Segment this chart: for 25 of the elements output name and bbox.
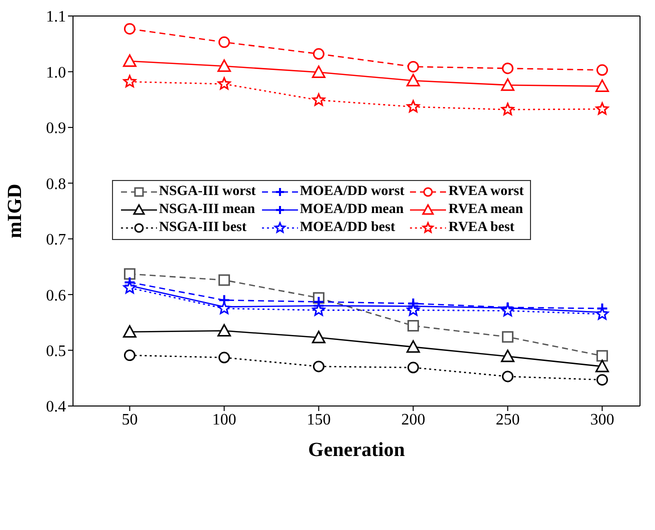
y-tick-label: 1.0	[46, 64, 66, 82]
y-tick-label: 0.9	[46, 120, 66, 138]
y-tick-label: 0.5	[46, 342, 66, 360]
y-tick-label: 0.7	[46, 232, 66, 249]
y-tick-label: 0.6	[46, 287, 66, 304]
y-tick-label: 0.4	[46, 398, 66, 416]
y-tick-label: 1.1	[46, 8, 66, 26]
legend-label: RVEA mean	[448, 202, 524, 218]
legend-label: NSGA-III mean	[159, 202, 256, 218]
legend-label: MOEA/DD best	[300, 220, 396, 236]
legend-label: NSGA-III worst	[159, 184, 256, 200]
x-tick-label: 200	[401, 411, 426, 428]
x-tick-label: 50	[122, 411, 138, 428]
y-tick-label: 0.8	[46, 176, 66, 193]
y-axis-title: mIGD	[4, 184, 26, 238]
legend-label: MOEA/DD worst	[300, 184, 404, 200]
x-tick-label: 150	[306, 411, 331, 428]
x-tick-label: 100	[212, 411, 236, 428]
legend-label: MOEA/DD mean	[300, 202, 404, 218]
x-tick-label: 300	[590, 411, 614, 428]
legend-label: RVEA best	[448, 220, 514, 236]
x-tick-label: 250	[496, 411, 520, 428]
legend-label: RVEA worst	[448, 184, 524, 200]
x-axis-title: Generation	[308, 439, 405, 461]
legend-label: NSGA-III best	[159, 220, 247, 236]
